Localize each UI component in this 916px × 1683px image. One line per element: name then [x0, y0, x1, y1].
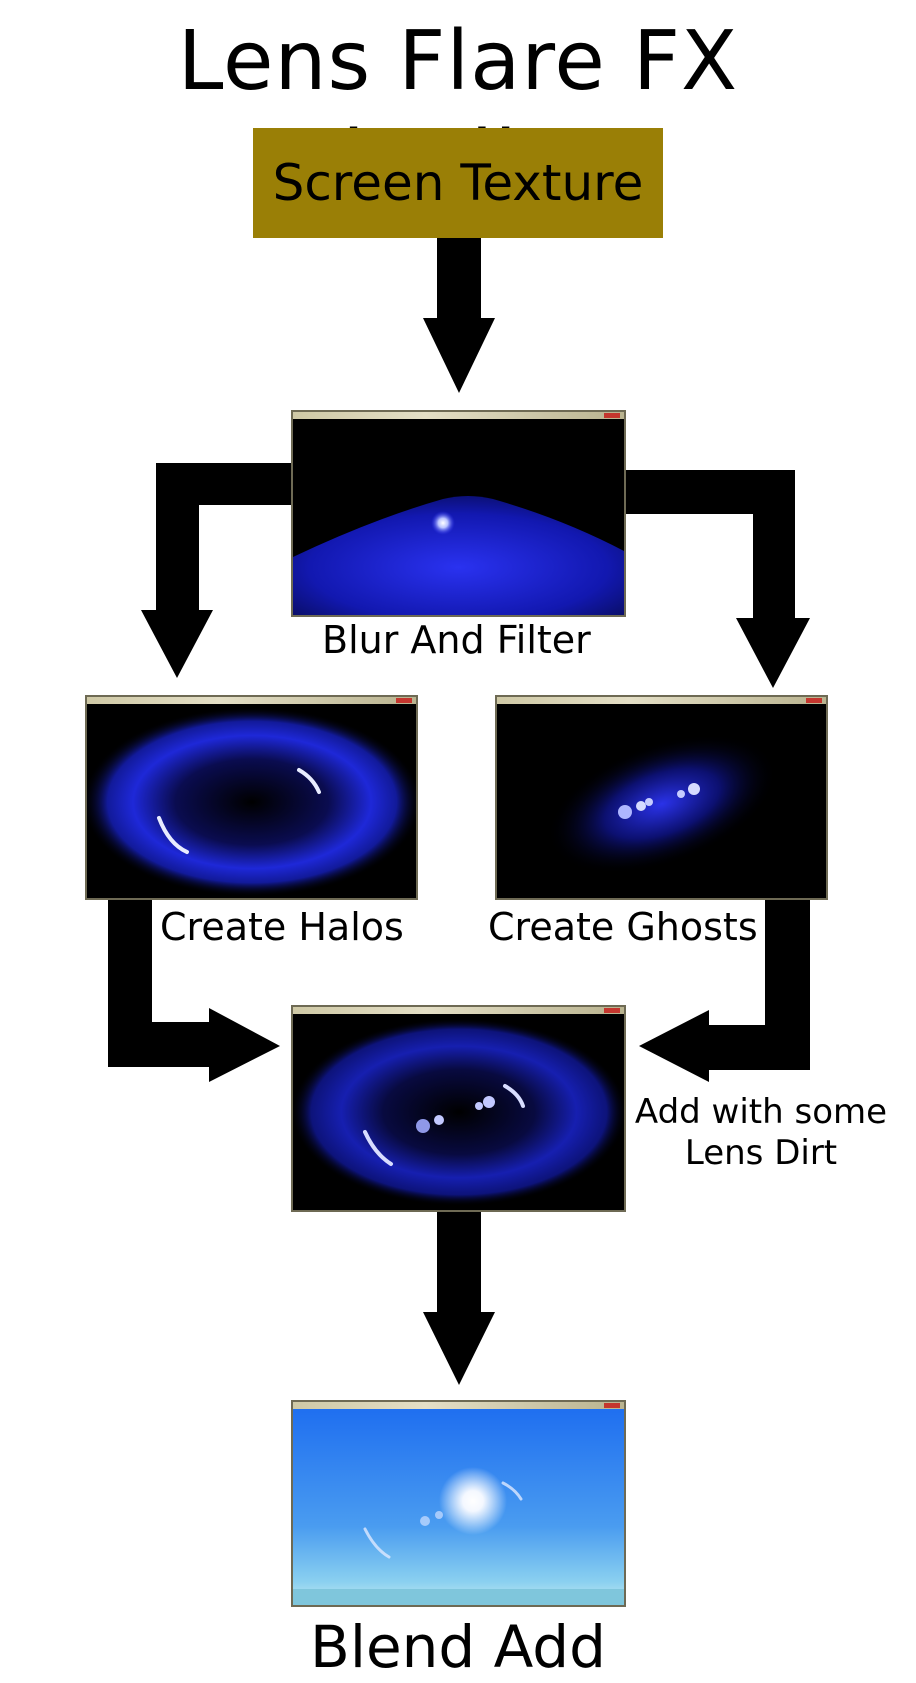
combine-label: Add with some Lens Dirt [630, 1092, 892, 1174]
window-titlebar [293, 1007, 624, 1014]
halos-image [85, 695, 418, 900]
screen-texture-node: Screen Texture [253, 128, 663, 238]
combine-label-line1: Add with some [634, 1092, 888, 1132]
blur-filter-image [291, 410, 626, 617]
ghosts-label: Create Ghosts [488, 905, 758, 949]
screen-texture-label: Screen Texture [272, 154, 644, 212]
halos-label: Create Halos [160, 905, 404, 949]
blend-add-label: Blend Add [310, 1613, 606, 1681]
combine-label-line2: Lens Dirt [684, 1133, 838, 1173]
arrow-halos-to-combine [108, 900, 280, 1082]
arrow-source-to-blur [423, 238, 495, 393]
arrow-combine-to-final [423, 1212, 495, 1385]
window-titlebar [293, 1402, 624, 1409]
window-titlebar [497, 697, 826, 704]
blur-filter-label: Blur And Filter [322, 618, 591, 662]
blend-add-image [291, 1400, 626, 1607]
arrow-blur-to-ghosts [626, 470, 810, 688]
ghosts-image [495, 695, 828, 900]
window-titlebar [293, 412, 624, 419]
arrow-blur-to-halos [141, 463, 293, 678]
arrow-ghosts-to-combine [639, 900, 810, 1082]
window-titlebar [87, 697, 416, 704]
combine-image [291, 1005, 626, 1212]
